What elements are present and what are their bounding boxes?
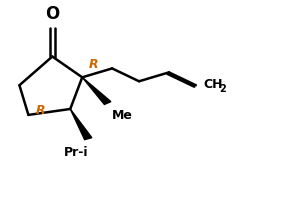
Text: R: R [89,58,99,71]
Polygon shape [82,77,111,104]
Text: CH: CH [203,78,223,91]
Text: Me: Me [112,109,133,122]
Text: O: O [45,5,60,23]
Polygon shape [70,109,92,140]
Text: Pr-i: Pr-i [64,146,89,159]
Text: R: R [35,104,45,117]
Text: 2: 2 [219,84,226,94]
